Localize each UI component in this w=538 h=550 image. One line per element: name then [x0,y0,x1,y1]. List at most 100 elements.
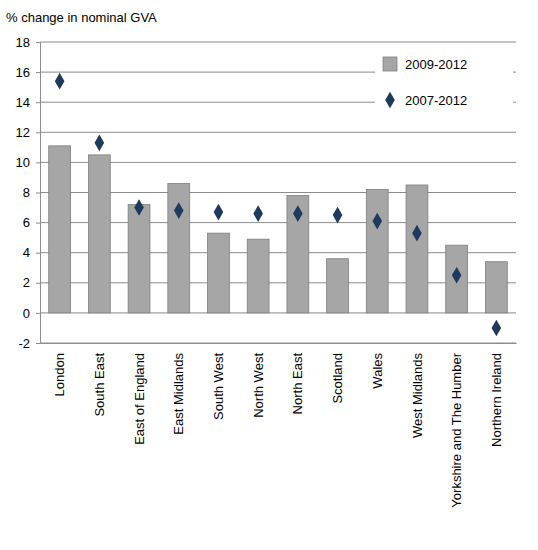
x-tick-label: East Midlands [171,353,186,435]
marker [214,204,224,221]
y-tick-label: 18 [16,35,30,50]
series-0 [49,146,508,313]
bar [485,262,507,313]
marker [253,205,263,222]
y-tick: 0 [23,306,40,321]
marker [333,207,343,224]
x-tick: East Midlands [171,353,186,435]
y-tick-label: 2 [23,275,30,290]
x-tick: Northern Ireland [489,353,504,447]
y-tick: 16 [16,65,40,80]
legend-entry: 2009-2012 [383,57,467,72]
bar [406,185,428,313]
y-tick: 18 [16,35,40,50]
x-tick-label: Wales [370,353,385,389]
x-tick: East of England [132,353,147,445]
y-tick-mark [36,223,40,224]
grid-line [40,192,516,193]
y-tick-mark [36,162,40,163]
legend: 2009-2012 2007-2012 [375,46,513,118]
plot-area: -2 0 2 4 6 8 10 12 14 16 18 London South East East of… [16,35,517,508]
x-tick-label: London [52,353,67,396]
x-tick-label: Scotland [330,353,345,404]
y-tick-label: 0 [23,306,30,321]
y-tick-mark [36,253,40,254]
y-tick: 14 [16,95,40,110]
marker [95,135,105,152]
x-tick-label: North East [290,353,305,415]
y-tick-label: 4 [23,245,30,260]
y-tick-label: 10 [16,155,30,170]
x-tick-label: Northern Ireland [489,353,504,447]
y-tick: 6 [23,215,40,230]
y-tick-mark [36,193,40,194]
y-tick: 10 [16,155,40,170]
grid-line [40,222,516,223]
y-tick: -2 [18,336,40,351]
y-tick-label: 16 [16,65,30,80]
y-axis: -2 0 2 4 6 8 10 12 14 16 18 [16,35,41,351]
x-tick-label: West Midlands [409,353,424,439]
x-tick-label: Yorkshire and The Humber [449,352,464,507]
legend-background [375,46,513,118]
bar [247,239,269,313]
bar [168,183,190,312]
y-tick-mark [36,313,40,314]
grid-line [40,42,516,43]
y-tick-label: -2 [18,336,30,351]
x-tick: North East [290,353,305,415]
legend-swatch [383,57,397,71]
x-tick: North West [251,353,266,418]
y-tick-mark [36,102,40,103]
marker [492,320,502,337]
x-tick: South West [211,353,226,420]
bar [208,233,230,313]
marker [452,267,462,284]
marker [412,225,422,242]
y-tick-label: 6 [23,215,30,230]
x-tick: Wales [370,353,385,389]
x-tick-label: South West [211,353,226,420]
chart: -2 0 2 4 6 8 10 12 14 16 18 London South East East of… [0,0,538,550]
x-tick: West Midlands [409,353,424,439]
legend-swatch [385,92,395,109]
legend-label: 2007-2012 [405,93,467,108]
y-tick: 8 [23,185,40,200]
grid [40,42,516,343]
y-tick: 4 [23,245,40,260]
y-tick-mark [36,72,40,73]
bar [327,259,349,313]
bar [287,196,309,313]
x-axis-line [41,343,517,344]
y-tick: 12 [16,125,40,140]
x-tick-label: South East [92,353,107,417]
marker [134,199,144,216]
grid-line [40,132,516,133]
x-tick-label: North West [251,353,266,418]
y-tick-label: 8 [23,185,30,200]
y-tick: 2 [23,275,40,290]
bar [88,155,110,313]
y-axis-line [36,43,41,344]
grid-line [40,282,516,283]
x-tick-label: East of England [132,353,147,445]
y-tick-label: 14 [16,95,30,110]
grid-line [40,162,516,163]
x-tick: South East [92,353,107,417]
x-tick: Yorkshire and The Humber [449,352,464,507]
x-tick: Scotland [330,353,345,404]
legend-entry: 2007-2012 [385,92,467,109]
marker [174,202,184,219]
grid-line [40,343,516,344]
bar [49,146,71,313]
grid-line [40,252,516,253]
y-tick-mark [36,132,40,133]
y-tick-label: 12 [16,125,30,140]
bar [366,189,388,312]
y-tick-mark [36,343,40,344]
y-axis-title: % change in nominal GVA [6,10,157,25]
x-axis: London South East East of England East Midl… [41,344,517,508]
y-tick-mark [36,283,40,284]
marker [372,213,382,230]
marker [55,73,65,90]
